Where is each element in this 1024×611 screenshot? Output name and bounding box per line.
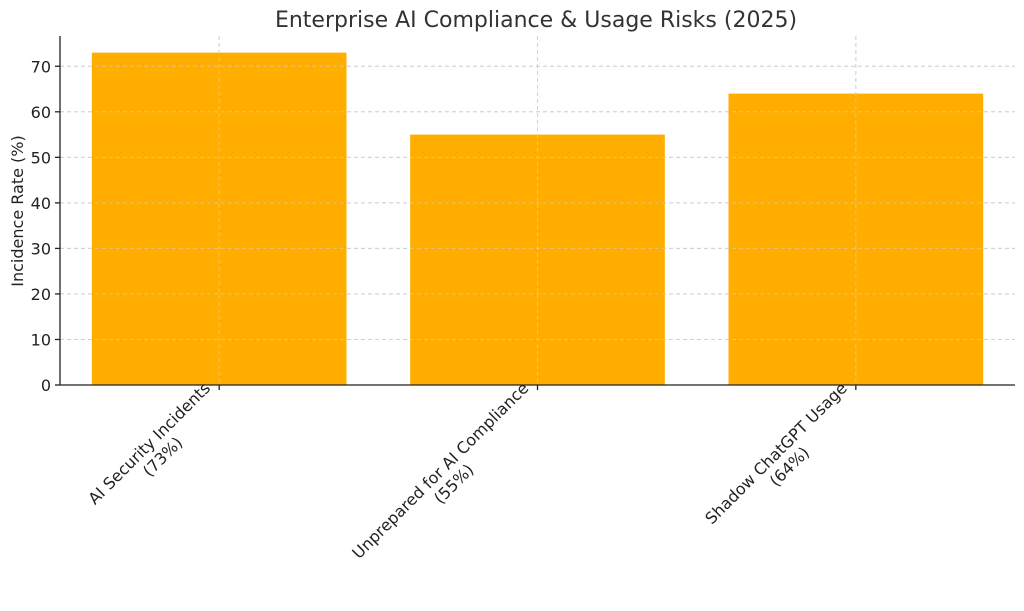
- y-tick-label: 40: [31, 194, 51, 213]
- y-tick-labels: 0 10 20 30 40 50 60 70: [31, 57, 51, 395]
- y-tick-label: 0: [41, 376, 51, 395]
- y-tick-label: 10: [31, 330, 51, 349]
- chart-title: Enterprise AI Compliance & Usage Risks (…: [275, 8, 797, 33]
- x-tick-label: AI Security Incidents: [84, 378, 214, 508]
- x-tick-label-group: Unprepared for AI Compliance(55%): [348, 378, 532, 562]
- y-tick-label: 20: [31, 285, 51, 304]
- x-tick-label-group: Shadow ChatGPT Usage(64%): [701, 378, 850, 527]
- y-tick-label: 50: [31, 148, 51, 167]
- x-tick-label-group: AI Security Incidents(73%): [84, 378, 214, 508]
- y-axis-title: Incidence Rate (%): [8, 135, 27, 286]
- x-tick-label: Unprepared for AI Compliance: [348, 378, 532, 562]
- x-tick-label: Shadow ChatGPT Usage: [701, 378, 850, 527]
- y-tick-label: 60: [31, 103, 51, 122]
- axes: [55, 36, 1015, 390]
- y-tick-label: 30: [31, 239, 51, 258]
- bars: [60, 36, 1015, 386]
- y-tick-label: 70: [31, 57, 51, 76]
- x-tick-labels: AI Security Incidents(73%) Unprepared for…: [84, 378, 850, 562]
